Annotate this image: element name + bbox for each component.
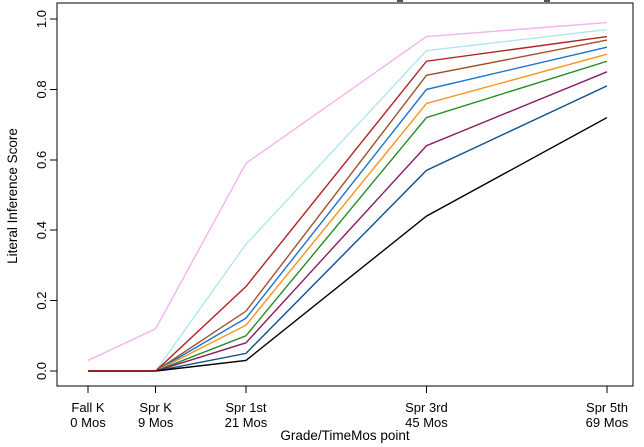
series-line-steel-blue-dark	[88, 85, 608, 372]
series-line-violet	[87, 21, 608, 362]
plot-box	[56, 2, 634, 387]
clipped-title-remnant	[544, 0, 550, 2]
series-line-green	[88, 60, 608, 372]
series-line-black	[88, 116, 608, 372]
clipped-title-remnant	[397, 0, 403, 2]
x-axis-title: Grade/TimeMos point	[280, 428, 410, 443]
y-axis-title: Literal Inference Score	[5, 128, 20, 264]
series-line-sienna-brown	[88, 39, 608, 372]
series-line-dark-red	[88, 35, 608, 372]
series-line-blue	[88, 46, 608, 372]
series-line-dark-magenta	[88, 71, 608, 372]
